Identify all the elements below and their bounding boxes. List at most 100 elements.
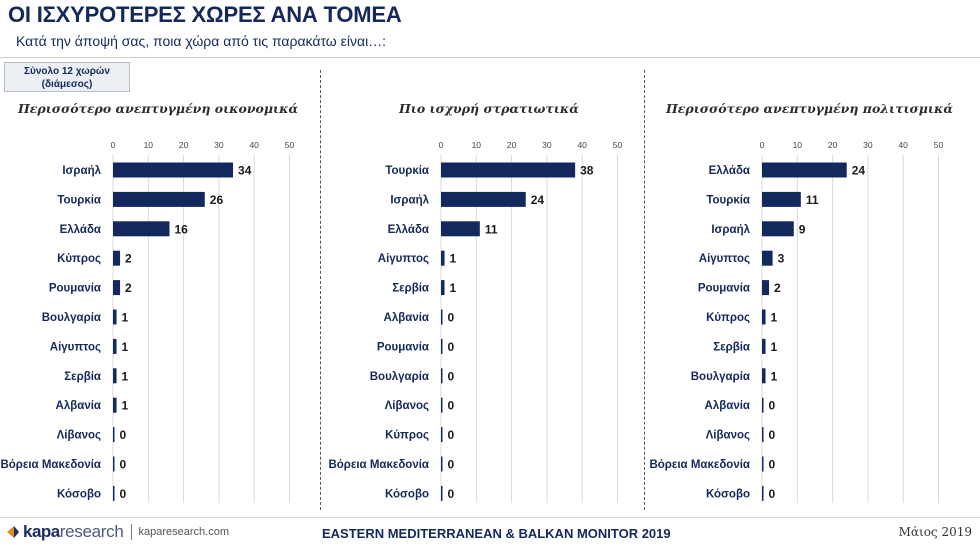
military-bar bbox=[441, 250, 445, 266]
logo-kapa-text: kapa bbox=[23, 522, 60, 541]
economy-bar bbox=[113, 456, 115, 472]
military-category-label: Σερβία bbox=[392, 283, 429, 295]
culture-value-label: 11 bbox=[806, 193, 819, 207]
military-value-label: 0 bbox=[448, 340, 455, 354]
military-category-label: Κύπρος bbox=[385, 430, 429, 442]
culture-value-label: 0 bbox=[769, 399, 776, 413]
military-bar bbox=[441, 162, 576, 178]
economy-value-label: 0 bbox=[120, 428, 127, 442]
economy-value-label: 16 bbox=[174, 222, 188, 236]
economy-value-label: 2 bbox=[125, 252, 132, 266]
base-note-line1: Σύνολο 12 χωρών bbox=[24, 66, 110, 77]
economy-category-label: Κόσοβο bbox=[57, 488, 101, 500]
culture-category-label: Κόσοβο bbox=[706, 488, 750, 500]
military-bar bbox=[441, 221, 480, 237]
military-category-label: Βουλγαρία bbox=[370, 371, 429, 383]
economy-category-label: Ισραήλ bbox=[62, 165, 101, 177]
culture-bar bbox=[762, 427, 764, 443]
culture-value-label: 1 bbox=[771, 340, 778, 354]
economy-bar bbox=[113, 309, 117, 325]
culture-category-label: Λίβανος bbox=[706, 430, 750, 442]
page-subtitle: Κατά την άποψή σας, ποια χώρα από τις πα… bbox=[16, 33, 387, 49]
culture-bar bbox=[762, 309, 766, 325]
logo-separator bbox=[130, 524, 132, 540]
economy-value-label: 2 bbox=[125, 281, 132, 295]
economy-category-label: Ελλάδα bbox=[60, 224, 101, 236]
economy-category-label: Ρουμανία bbox=[49, 283, 101, 295]
military-category-label: Λίβανος bbox=[385, 400, 429, 412]
footer-rule bbox=[0, 517, 980, 518]
culture-tick-label: 10 bbox=[793, 140, 803, 150]
culture-tick-label: 0 bbox=[760, 140, 765, 150]
military-value-label: 24 bbox=[531, 193, 545, 207]
military-tick-label: 40 bbox=[577, 140, 587, 150]
military-category-label: Αίγυπτος bbox=[378, 253, 429, 265]
military-category-label: Ρουμανία bbox=[377, 341, 429, 353]
culture-tick-label: 20 bbox=[828, 140, 838, 150]
military-value-label: 1 bbox=[450, 252, 457, 266]
culture-category-label: Αλβανία bbox=[705, 400, 750, 412]
chart-title-economy: Περισσότερο ανεπτυγμένη οικονομικά bbox=[18, 101, 299, 116]
base-note-box: Σύνολο 12 χωρών (διάμεσος) bbox=[4, 62, 130, 92]
economy-bar bbox=[113, 368, 117, 384]
panel-divider-2 bbox=[644, 70, 645, 510]
culture-category-label: Αίγυπτος bbox=[699, 253, 750, 265]
economy-value-label: 34 bbox=[238, 164, 252, 178]
culture-bar bbox=[762, 368, 766, 384]
economy-value-label: 1 bbox=[122, 399, 129, 413]
footer-report-name: EASTERN MEDITERRANEAN & BALKAN MONITOR 2… bbox=[322, 526, 671, 541]
military-bar bbox=[441, 191, 526, 207]
military-value-label: 11 bbox=[485, 222, 498, 236]
economy-category-label: Αίγυπτος bbox=[50, 341, 101, 353]
chart-title-culture: Περισσότερο ανεπτυγμένη πολιτισμικά bbox=[666, 101, 953, 116]
website-link[interactable]: kaparesearch.com bbox=[138, 526, 230, 538]
economy-value-label: 1 bbox=[122, 311, 129, 325]
military-bar bbox=[441, 456, 443, 472]
culture-bar bbox=[762, 338, 766, 354]
military-category-label: Αλβανία bbox=[384, 312, 429, 324]
economy-category-label: Αλβανία bbox=[56, 400, 101, 412]
military-bar bbox=[441, 397, 443, 413]
culture-bar bbox=[762, 397, 764, 413]
economy-value-label: 0 bbox=[120, 487, 127, 501]
military-category-label: Κόσοβο bbox=[385, 488, 429, 500]
economy-value-label: 0 bbox=[120, 458, 127, 472]
military-category-label: Ισραήλ bbox=[390, 194, 429, 206]
economy-category-label: Βουλγαρία bbox=[42, 312, 101, 324]
culture-value-label: 1 bbox=[771, 369, 778, 383]
military-value-label: 38 bbox=[580, 164, 594, 178]
economy-tick-label: 40 bbox=[249, 140, 259, 150]
header-rule bbox=[0, 57, 980, 58]
panel-divider-1 bbox=[320, 70, 321, 510]
economy-bar bbox=[113, 280, 121, 296]
economy-category-label: Σερβία bbox=[64, 371, 101, 383]
military-tick-label: 10 bbox=[472, 140, 482, 150]
culture-bar bbox=[762, 221, 794, 237]
military-category-label: Ελλάδα bbox=[388, 224, 429, 236]
economy-tick-label: 20 bbox=[179, 140, 189, 150]
economy-tick-label: 30 bbox=[214, 140, 224, 150]
footer-date: Μάιος 2019 bbox=[898, 525, 972, 539]
culture-bar bbox=[762, 162, 847, 178]
military-tick-label: 20 bbox=[507, 140, 517, 150]
military-value-label: 0 bbox=[448, 428, 455, 442]
economy-value-label: 1 bbox=[122, 340, 129, 354]
economy-bar bbox=[113, 191, 205, 207]
economy-value-label: 1 bbox=[122, 369, 129, 383]
economy-tick-label: 10 bbox=[144, 140, 154, 150]
military-bar bbox=[441, 309, 443, 325]
economy-bar bbox=[113, 397, 117, 413]
culture-category-label: Κύπρος bbox=[706, 312, 750, 324]
culture-category-label: Βόρεια Μακεδονία bbox=[649, 459, 750, 471]
culture-category-label: Ελλάδα bbox=[709, 165, 750, 177]
logo-research-text: research bbox=[59, 522, 124, 541]
kapa-research-logo: kapa research kaparesearch.com bbox=[6, 522, 230, 541]
chart-title-military: Πιο ισχυρή στρατιωτικά bbox=[399, 101, 579, 116]
economy-bar bbox=[113, 338, 117, 354]
economy-value-label: 26 bbox=[210, 193, 224, 207]
military-bar bbox=[441, 338, 443, 354]
military-value-label: 0 bbox=[448, 487, 455, 501]
culture-category-label: Βουλγαρία bbox=[691, 371, 750, 383]
economy-bar bbox=[113, 221, 170, 237]
